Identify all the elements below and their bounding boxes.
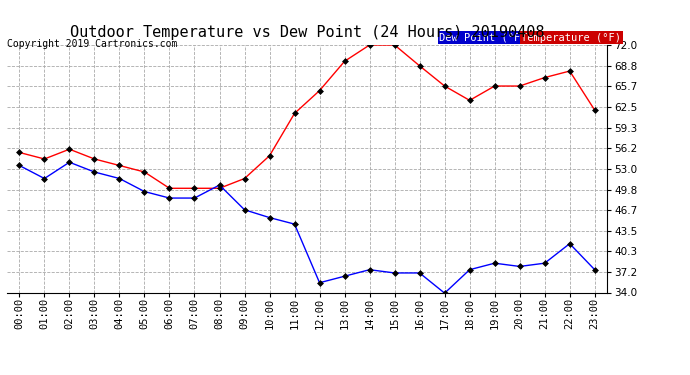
Text: Dew Point (°F): Dew Point (°F) — [439, 33, 526, 42]
Title: Outdoor Temperature vs Dew Point (24 Hours) 20190408: Outdoor Temperature vs Dew Point (24 Hou… — [70, 25, 544, 40]
Text: Copyright 2019 Cartronics.com: Copyright 2019 Cartronics.com — [7, 39, 177, 50]
Text: Temperature (°F): Temperature (°F) — [522, 33, 622, 42]
